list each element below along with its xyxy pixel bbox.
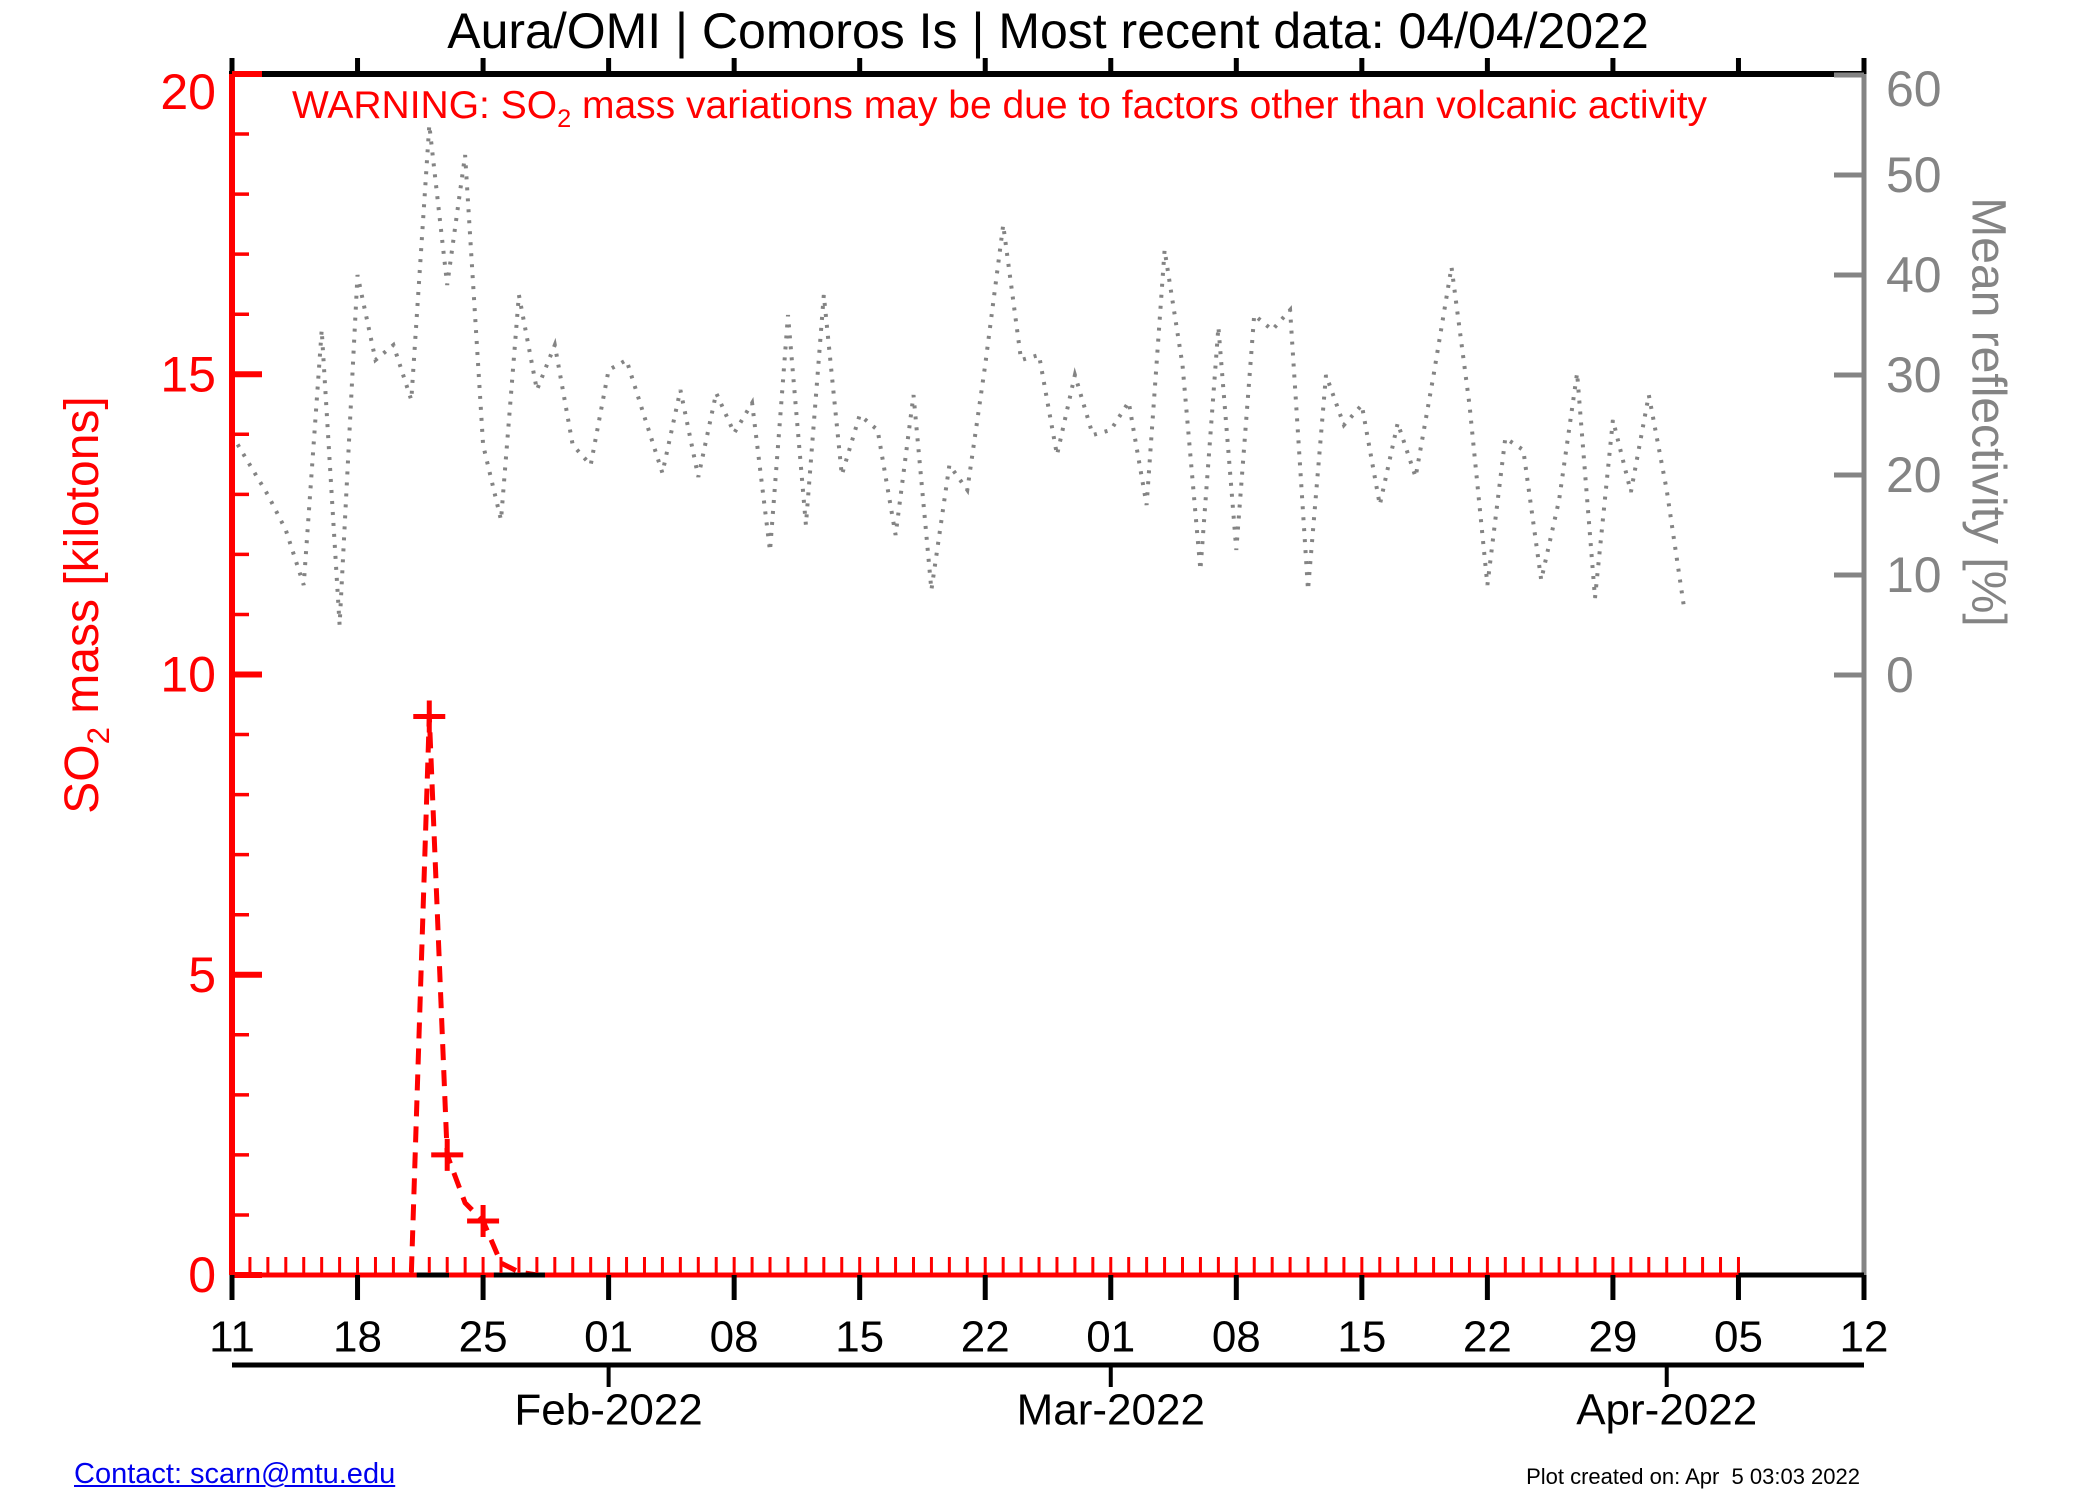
created-timestamp: Plot created on: Apr 5 03:03 2022 bbox=[1526, 1464, 1860, 1489]
x-axis-month-label: Feb-2022 bbox=[514, 1386, 702, 1435]
x-axis-day-label: 22 bbox=[1463, 1313, 1512, 1362]
x-axis-day-label: 12 bbox=[1840, 1313, 1889, 1362]
warning-text: WARNING: SO2 mass variations may be due … bbox=[292, 84, 1707, 134]
x-axis-day-label: 01 bbox=[584, 1313, 633, 1362]
reflectivity-series-line bbox=[230, 124, 1687, 626]
left-axis-tick-label: 15 bbox=[160, 346, 216, 402]
left-axis-tick-label: 10 bbox=[160, 647, 216, 703]
left-axis-tick-label: 5 bbox=[188, 947, 216, 1003]
x-axis-day-label: 01 bbox=[1086, 1313, 1135, 1362]
x-axis-day-label: 15 bbox=[835, 1313, 884, 1362]
x-axis-month-label: Apr-2022 bbox=[1576, 1386, 1757, 1435]
so2-plus-marker bbox=[431, 1138, 464, 1171]
warning-so2-subscript: 2 bbox=[557, 104, 572, 133]
x-axis-day-label: 08 bbox=[1212, 1313, 1261, 1362]
x-axis-day-label: 25 bbox=[459, 1313, 508, 1362]
right-axis-tick-label: 10 bbox=[1886, 547, 1942, 603]
so2-plus-marker bbox=[467, 1204, 500, 1237]
left-axis-tick-label: 20 bbox=[160, 64, 216, 120]
contact-link[interactable]: Contact: scarn@mtu.edu bbox=[74, 1458, 396, 1490]
plot-title: Aura/OMI | Comoros Is | Most recent data… bbox=[447, 3, 1649, 59]
warning-text-post: mass variations may be due to factors ot… bbox=[571, 84, 1708, 127]
warning-text-pre: WARNING: SO bbox=[292, 84, 558, 127]
left-axis-tick-label: 0 bbox=[188, 1247, 216, 1303]
right-axis-tick-label: 30 bbox=[1886, 347, 1942, 403]
x-axis-day-label: 05 bbox=[1714, 1313, 1763, 1362]
x-axis-day-label: 08 bbox=[710, 1313, 759, 1362]
x-axis-day-label: 11 bbox=[209, 1313, 255, 1362]
x-axis-month-label: Mar-2022 bbox=[1017, 1386, 1205, 1435]
right-axis-tick-label: 50 bbox=[1886, 147, 1942, 203]
so2-plus-marker bbox=[413, 700, 446, 733]
x-axis-day-label: 22 bbox=[961, 1313, 1010, 1362]
x-axis-day-label: 18 bbox=[333, 1313, 382, 1362]
so2-series-line bbox=[232, 716, 1721, 1278]
right-axis-tick-label: 40 bbox=[1886, 247, 1942, 303]
right-axis-tick-label: 0 bbox=[1886, 647, 1914, 703]
right-axis-tick-label: 60 bbox=[1886, 61, 1942, 117]
x-axis-day-label: 15 bbox=[1337, 1313, 1386, 1362]
right-axis-tick-label: 20 bbox=[1886, 447, 1942, 503]
x-axis-day-label: 29 bbox=[1588, 1313, 1637, 1362]
